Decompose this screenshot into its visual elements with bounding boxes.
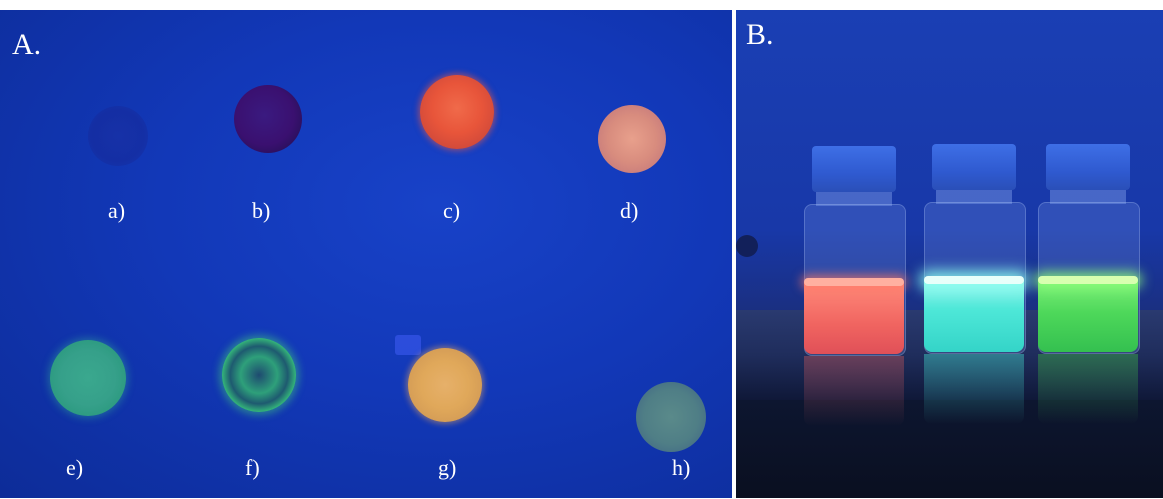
vial-neck — [816, 192, 892, 206]
sample-label-a: a) — [108, 198, 126, 223]
vial-cap — [1046, 144, 1130, 190]
panel-b: B. — [736, 10, 1163, 498]
vial-reflection — [804, 356, 904, 426]
sample-label-b: b) — [252, 198, 271, 223]
sample-disc-b — [234, 85, 302, 153]
vial-liquid — [924, 280, 1024, 352]
vial-cap — [812, 146, 896, 192]
vial-liquid — [804, 282, 904, 354]
sample-label-f: f) — [245, 455, 260, 480]
vial-meniscus — [924, 276, 1024, 284]
sample-disc-d — [598, 105, 666, 173]
vial-meniscus — [804, 278, 904, 286]
sample-disc-a — [88, 106, 148, 166]
vial-neck — [1050, 190, 1126, 204]
sample-disc-g — [408, 348, 482, 422]
vial-reflection — [924, 354, 1024, 424]
sample-disc-f — [222, 338, 296, 412]
sample-label-g: g) — [438, 455, 457, 480]
sample-label-e: e) — [66, 455, 84, 480]
panel-a-label: A. — [12, 28, 42, 61]
vial-liquid — [1038, 280, 1138, 352]
vial-reflection — [1038, 354, 1138, 424]
sample-label-c: c) — [443, 198, 461, 223]
sample-disc-h — [636, 382, 706, 452]
vial-meniscus — [1038, 276, 1138, 284]
sample-disc-e — [50, 340, 126, 416]
vial-neck — [936, 190, 1012, 204]
vial-cap — [932, 144, 1016, 190]
sample-disc-c — [420, 75, 494, 149]
light-glint — [395, 335, 421, 355]
panel-a: A. a) b) c) d) e) f) g) h) — [0, 10, 732, 498]
sample-label-d: d) — [620, 198, 639, 223]
panel-b-label: B. — [746, 18, 774, 51]
sample-label-h: h) — [672, 455, 691, 480]
background-spot — [736, 235, 758, 257]
